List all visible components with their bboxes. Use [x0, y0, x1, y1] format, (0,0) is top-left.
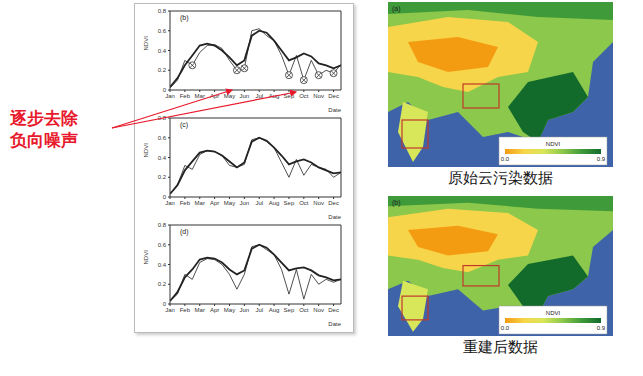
svg-text:0.2: 0.2	[158, 174, 167, 180]
html-text:(c): (c)	[180, 121, 189, 128]
svg-text:0.8: 0.8	[158, 222, 167, 228]
svg-text:NDVI: NDVI	[143, 250, 149, 265]
svg-text:(b): (b)	[392, 199, 401, 207]
svg-text:0.8: 0.8	[158, 8, 167, 14]
svg-text:Oct: Oct	[299, 307, 309, 313]
html-text:(d): (d)	[180, 228, 189, 235]
svg-text:0.9: 0.9	[597, 156, 606, 162]
svg-text:Date: Date	[328, 321, 341, 326]
svg-text:0.6: 0.6	[158, 28, 167, 34]
svg-text:Sep: Sep	[284, 307, 295, 313]
svg-text:Jul: Jul	[255, 200, 263, 206]
svg-text:May: May	[224, 93, 235, 99]
svg-text:NDVI: NDVI	[143, 36, 149, 51]
svg-text:0: 0	[163, 87, 167, 93]
svg-text:Nov: Nov	[313, 200, 324, 206]
svg-text:Mar: Mar	[195, 307, 205, 313]
svg-text:Feb: Feb	[180, 307, 191, 313]
svg-text:Jun: Jun	[240, 200, 250, 206]
svg-text:Apr: Apr	[210, 307, 219, 313]
svg-text:Dec: Dec	[328, 93, 339, 99]
svg-text:0.0: 0.0	[501, 325, 510, 331]
svg-text:Jul: Jul	[255, 307, 263, 313]
html-text:重建后数据: 重建后数据	[463, 338, 538, 355]
svg-text:May: May	[224, 200, 235, 206]
svg-text:(a): (a)	[392, 5, 401, 13]
svg-text:Sep: Sep	[284, 200, 295, 206]
svg-text:Jan: Jan	[165, 307, 175, 313]
svg-text:0: 0	[163, 301, 167, 307]
svg-text:NDVI: NDVI	[143, 143, 149, 158]
svg-text:Jul: Jul	[255, 93, 263, 99]
svg-text:Date: Date	[328, 214, 341, 219]
svg-text:Aug: Aug	[269, 93, 280, 99]
svg-text:0.9: 0.9	[597, 325, 606, 331]
svg-text:0.6: 0.6	[158, 135, 167, 141]
svg-text:NDVI: NDVI	[546, 310, 561, 316]
svg-text:0.4: 0.4	[158, 262, 167, 268]
html-text:负向噪声: 负向噪声	[10, 131, 78, 150]
svg-text:0.8: 0.8	[158, 115, 167, 121]
html-text:逐步去除: 逐步去除	[10, 109, 78, 128]
svg-text:Aug: Aug	[269, 307, 280, 313]
svg-text:Jan: Jan	[165, 200, 175, 206]
svg-text:Date: Date	[328, 107, 341, 112]
svg-text:Oct: Oct	[299, 93, 309, 99]
svg-text:Apr: Apr	[210, 200, 219, 206]
svg-text:Mar: Mar	[195, 93, 205, 99]
svg-text:0.2: 0.2	[158, 67, 167, 73]
svg-text:Dec: Dec	[328, 200, 339, 206]
svg-text:Jan: Jan	[165, 93, 175, 99]
svg-text:Aug: Aug	[269, 200, 280, 206]
svg-text:Jun: Jun	[240, 93, 250, 99]
svg-text:NDVI: NDVI	[546, 141, 561, 147]
svg-text:0.4: 0.4	[158, 48, 167, 54]
svg-text:Jun: Jun	[240, 307, 250, 313]
svg-text:Nov: Nov	[313, 307, 324, 313]
svg-text:May: May	[224, 307, 235, 313]
svg-text:Dec: Dec	[328, 307, 339, 313]
svg-text:Apr: Apr	[210, 93, 219, 99]
svg-text:0.6: 0.6	[158, 242, 167, 248]
html-text:(b): (b)	[180, 14, 189, 21]
svg-text:Oct: Oct	[299, 200, 309, 206]
svg-text:Mar: Mar	[195, 200, 205, 206]
svg-text:Nov: Nov	[313, 93, 324, 99]
svg-text:0.2: 0.2	[158, 281, 167, 287]
svg-text:0.4: 0.4	[158, 155, 167, 161]
svg-text:0: 0	[163, 194, 167, 200]
svg-text:Feb: Feb	[180, 200, 191, 206]
svg-text:Feb: Feb	[180, 93, 191, 99]
svg-text:Sep: Sep	[284, 93, 295, 99]
svg-text:0.0: 0.0	[501, 156, 510, 162]
html-text:原始云污染数据: 原始云污染数据	[448, 169, 553, 186]
